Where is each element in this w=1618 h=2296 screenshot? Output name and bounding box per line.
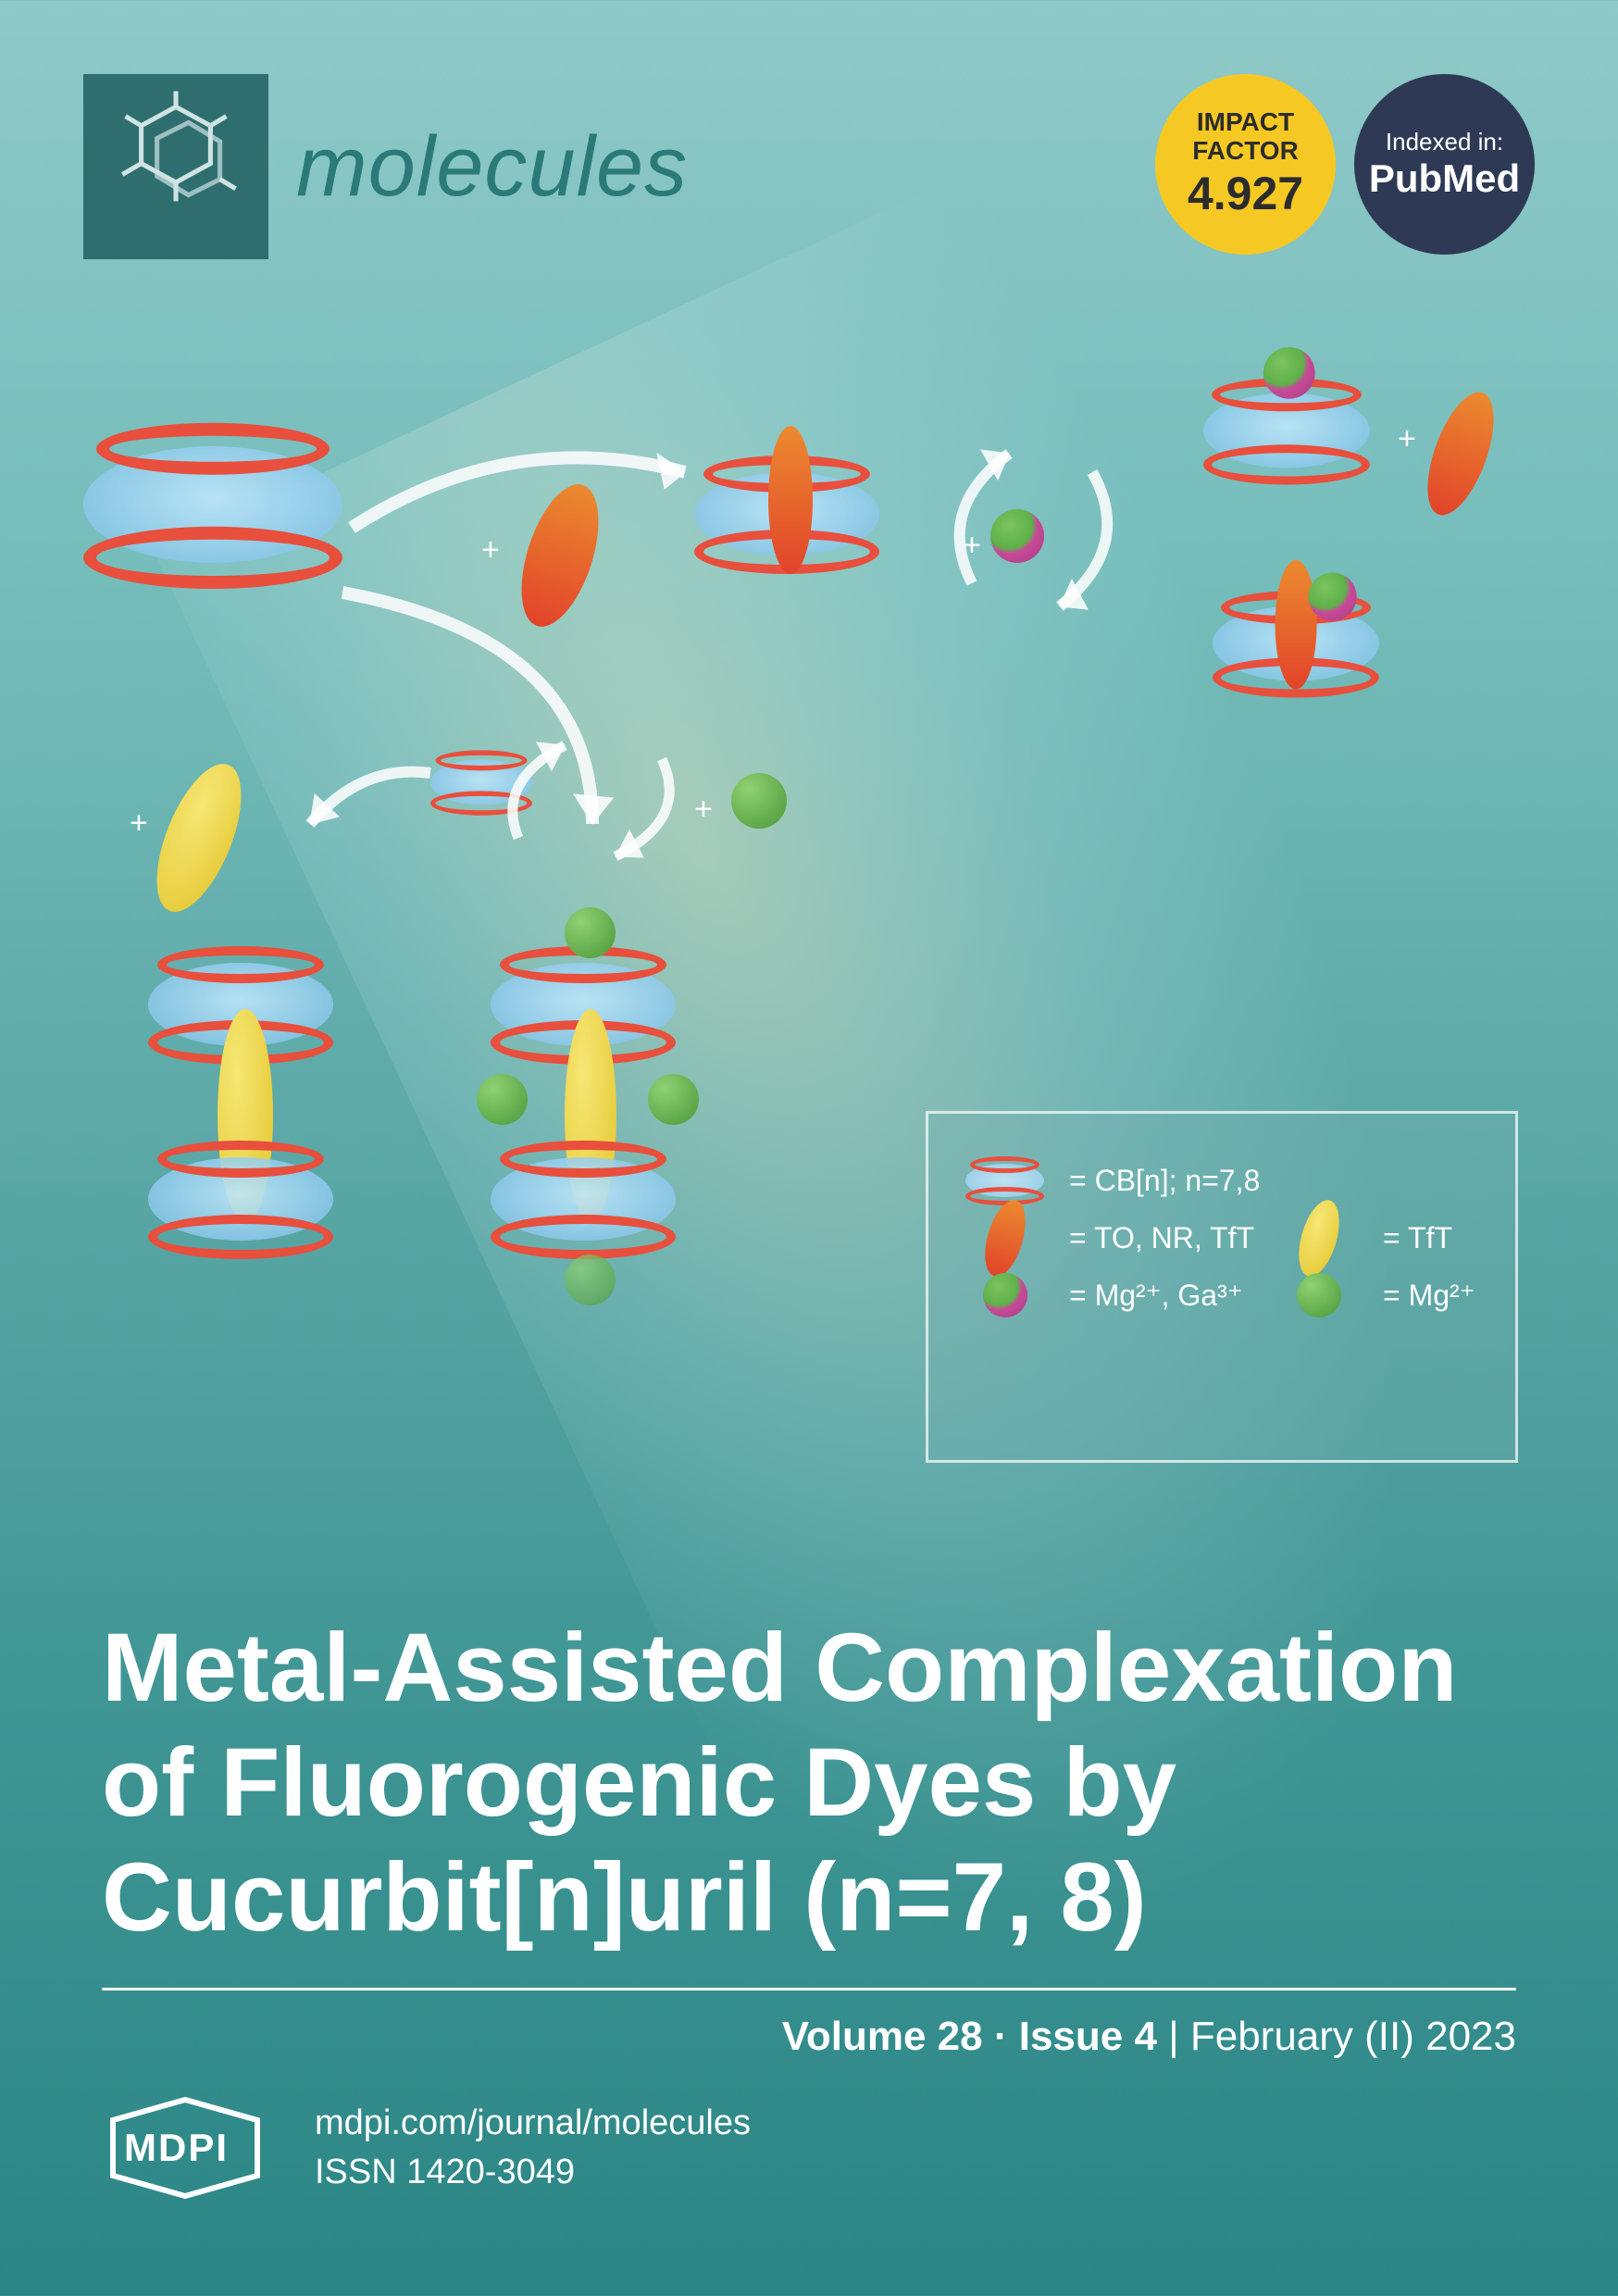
issn: ISSN 1420-3049	[315, 2148, 751, 2197]
indexed-badge: Indexed in: PubMed	[1354, 74, 1535, 255]
if-label-1: IMPACT	[1197, 107, 1294, 136]
arrow-left-icon	[287, 750, 444, 852]
dye-orange-ellipse	[1414, 384, 1508, 524]
plus-icon: +	[130, 805, 148, 842]
mdpi-logo-icon: MDPI	[102, 2092, 268, 2203]
badges: IMPACTFACTOR 4.927 Indexed in: PubMed	[1155, 74, 1535, 255]
legend-cb-label: = CB[n]; n=7,8	[1069, 1164, 1260, 1198]
issue-date: February (II) 2023	[1190, 2014, 1516, 2059]
title-line-1: Metal-Assisted Complexation	[102, 1614, 1457, 1722]
metal-sphere-green	[477, 1074, 528, 1125]
cb-orange-sphere-complex	[1213, 606, 1379, 681]
dye-orange-in-cb	[1276, 560, 1317, 690]
issue-num: Issue 4	[1019, 2014, 1157, 2059]
title-line-2: of Fluorogenic Dyes by	[102, 1728, 1176, 1837]
title-block: Metal-Assisted Complexation of Fluorogen…	[102, 1611, 1516, 2060]
header: molecules	[83, 74, 688, 259]
dye-orange-in-cb	[768, 426, 813, 574]
journal-name: molecules	[296, 119, 688, 216]
cb-dimer-green-bot	[491, 1157, 676, 1241]
indexed-value: PubMed	[1369, 156, 1520, 201]
publisher-name: MDPI	[124, 2126, 229, 2170]
cb-orange-complex	[694, 472, 879, 555]
legend-yellow-label: = TfT	[1383, 1221, 1452, 1255]
if-value: 4.927	[1188, 167, 1303, 220]
arrow-right-icon	[342, 417, 713, 546]
legend-g-label: = Mg²⁺	[1383, 1278, 1475, 1313]
metal-sphere-green	[565, 1254, 616, 1305]
cb-dimer-yellow-bot	[148, 1157, 333, 1241]
metal-sphere-green	[648, 1074, 699, 1125]
indexed-label: Indexed in:	[1386, 128, 1503, 156]
cb-sphere-top	[1203, 393, 1370, 468]
legend-row-cb: = CB[n]; n=7,8	[961, 1162, 1483, 1199]
article-title: Metal-Assisted Complexation of Fluorogen…	[102, 1611, 1516, 1955]
metal-sphere-pg	[1309, 573, 1357, 621]
if-label-2: FACTOR	[1192, 136, 1299, 165]
impact-factor-badge: IMPACTFACTOR 4.927	[1155, 74, 1336, 255]
cb-host-large	[83, 446, 342, 563]
metal-sphere-green	[731, 773, 787, 829]
footer-text: mdpi.com/journal/molecules ISSN 1420-304…	[315, 2099, 751, 2197]
issue-line: Volume 28 · Issue 4 | February (II) 2023	[102, 2014, 1516, 2060]
title-line-3: Cucurbit[n]uril (n=7, 8)	[102, 1843, 1147, 1952]
journal-cover: molecules IMPACTFACTOR 4.927 Indexed in:…	[0, 0, 1618, 2296]
legend-row-orange: = TO, NR, TfT = TfT	[961, 1219, 1483, 1256]
metal-sphere-pg	[990, 509, 1044, 563]
footer: MDPI mdpi.com/journal/molecules ISSN 142…	[102, 2092, 751, 2203]
volume: Volume 28	[782, 2014, 983, 2059]
title-rule	[102, 1988, 1516, 1990]
journal-url: mdpi.com/journal/molecules	[315, 2099, 751, 2148]
plus-icon: +	[694, 792, 713, 828]
plus-icon: +	[963, 528, 981, 564]
legend-row-spheres: = Mg²⁺, Ga³⁺ = Mg²⁺	[961, 1277, 1483, 1314]
metal-sphere-pg	[1263, 347, 1315, 399]
dye-yellow-ellipse	[140, 753, 259, 923]
legend-pg-label: = Mg²⁺, Ga³⁺	[1069, 1278, 1254, 1313]
exchange-arrows-icon	[491, 731, 694, 870]
metal-sphere-green	[565, 907, 616, 958]
legend-orange-label: = TO, NR, TfT	[1069, 1221, 1254, 1255]
molecule-logo-icon	[83, 74, 268, 259]
plus-icon: +	[1398, 421, 1416, 457]
legend-box: = CB[n]; n=7,8 = TO, NR, TfT = TfT = Mg²…	[926, 1111, 1518, 1463]
